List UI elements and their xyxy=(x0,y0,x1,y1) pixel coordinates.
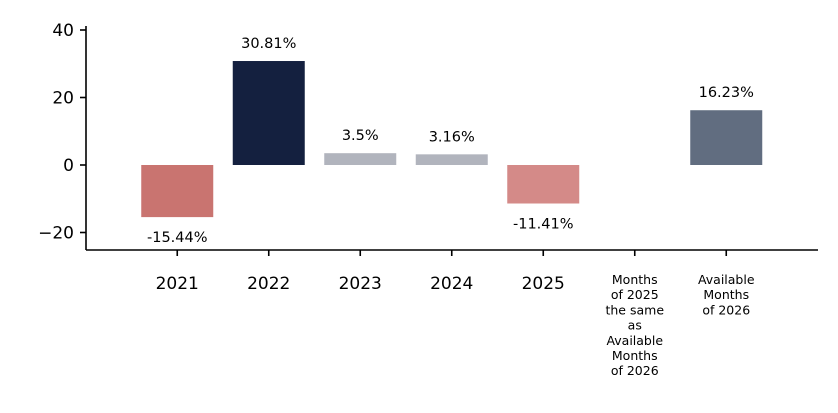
x-tick-label: 2022 xyxy=(247,274,290,294)
x-tick-label: Months of 2025 the same as Available Months of… xyxy=(605,272,664,378)
x-tick-label-line: 2023 xyxy=(339,274,382,294)
y-tick-label: −20 xyxy=(38,224,74,244)
x-tick-label-line: 2021 xyxy=(156,274,199,294)
x-tick-label-line: of 2026 xyxy=(611,363,659,378)
data-labels-group: -15.44% 30.81% 3.5% 3.16% -11.41% 16.23% xyxy=(147,36,754,246)
x-tick-label-line: the same xyxy=(605,302,664,317)
data-label: 30.81% xyxy=(241,36,296,52)
x-tick-label: Available Months of 2026 xyxy=(698,272,755,317)
x-tick-label-line: Months xyxy=(612,348,658,363)
x-tick-label-line: 2024 xyxy=(430,274,473,294)
x-tick-label-line: of 2025 xyxy=(611,287,659,302)
x-ticks-group: 2021 2022 2023 2024 2025 Months of 2025 the sam… xyxy=(156,250,755,378)
y-tick-label: 0 xyxy=(63,156,74,176)
x-tick-label-line: Available xyxy=(698,272,755,287)
x-tick-label: 2023 xyxy=(339,274,382,294)
x-tick-label-line: of 2026 xyxy=(702,302,750,317)
data-label: 16.23% xyxy=(699,85,754,101)
x-tick-label-line: Months xyxy=(703,287,749,302)
bars-group xyxy=(141,61,763,218)
y-tick-label: 40 xyxy=(52,21,74,41)
data-label: 3.16% xyxy=(429,129,475,145)
bar xyxy=(232,61,305,165)
y-tick-label: 20 xyxy=(52,89,74,109)
x-tick-label-line: Available xyxy=(606,333,663,348)
y-ticks-group: 40 20 0 −20 xyxy=(38,21,86,244)
bar xyxy=(324,153,397,165)
x-tick-label: 2025 xyxy=(522,274,565,294)
x-tick-label: 2024 xyxy=(430,274,473,294)
bar xyxy=(507,165,580,204)
x-tick-label-line: 2025 xyxy=(522,274,565,294)
data-label: 3.5% xyxy=(342,128,379,144)
x-tick-label-line: Months xyxy=(612,272,658,287)
bar xyxy=(690,110,763,165)
bar xyxy=(415,154,488,165)
x-tick-label: 2021 xyxy=(156,274,199,294)
x-tick-label-line: 2022 xyxy=(247,274,290,294)
data-label: -15.44% xyxy=(147,230,208,246)
data-label: -11.41% xyxy=(513,217,574,233)
bar xyxy=(141,165,214,218)
x-tick-label-line: as xyxy=(628,318,642,333)
